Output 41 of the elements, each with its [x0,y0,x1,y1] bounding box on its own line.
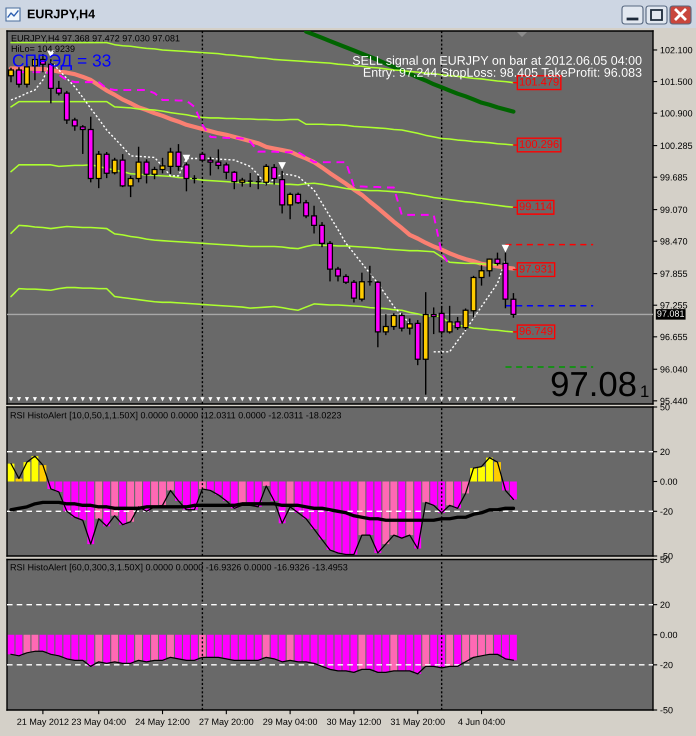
annotation: HiLo= 104.9239 [12,45,75,52]
y-tick-label: 0.00 [660,632,678,638]
y-tick-label: 101.500 [660,78,692,85]
y-tick-label: -20 [660,508,673,515]
y-tick-label: 97.255 [660,302,688,309]
annotation: 1 [641,386,648,397]
y-tick-label: 0.00 [660,478,678,485]
x-tick-label: 31 May 20:00 [390,718,445,727]
annotation: EURJPY,H4 97.368 97.472 97.030 97.081 [12,35,180,42]
x-tick-label: 27 May 20:00 [199,718,254,727]
annotation: 96.749 [520,326,552,335]
x-tick-label: 23 May 04:00 [72,718,126,727]
y-tick-label: 20 [660,448,670,456]
y-tick-label: 100.900 [660,110,692,117]
y-tick-label: 95.440 [660,398,688,404]
y-tick-label: -20 [660,662,673,668]
x-tick-label: 30 May 12:00 [326,718,381,727]
chart-title: RSI HistoAlert [10,0,50,1,1.50X] 0.0000 0.0000 -12.0311 0.0000 -12.0311 -18.0223 [10,412,342,420]
y-tick-label: 97.855 [660,270,688,277]
annotation: 99.114 [520,202,552,210]
annotation: 97.08 [552,372,636,396]
annotation: 97.931 [520,264,552,273]
chart-title: EURJPY,H4 [28,10,96,20]
x-tick-label: 24 May 12:00 [136,718,190,727]
y-tick-label: 96.040 [660,366,688,373]
y-tick-label: 99.685 [660,174,688,181]
x-tick-label: 21 May 2012 [17,718,69,727]
annotation: 101.479 [520,78,559,86]
y-tick-label: 102.100 [660,46,692,54]
y-tick-label: 96.655 [660,334,688,340]
y-tick-label: 99.070 [660,206,688,213]
annotation: 100.296 [520,140,559,148]
y-tick-label: -50 [660,706,673,714]
y-tick-label: 98.470 [660,238,688,245]
y-tick-label: 20 [660,602,670,608]
y-tick-label: 100.285 [660,142,692,149]
y-tick-label: 50 [660,404,670,410]
x-tick-label: 29 May 04:00 [263,718,318,727]
ref-line-label: 97.081 [657,310,684,317]
chart-title: RSI HistoAlert [60,0,300,3,1.50X] 0.0000 0.0000 -16.9326 0.0000 -16.9326 -13.4953 [10,564,348,572]
x-tick-label: 4 Jun 04:00 [458,718,505,725]
